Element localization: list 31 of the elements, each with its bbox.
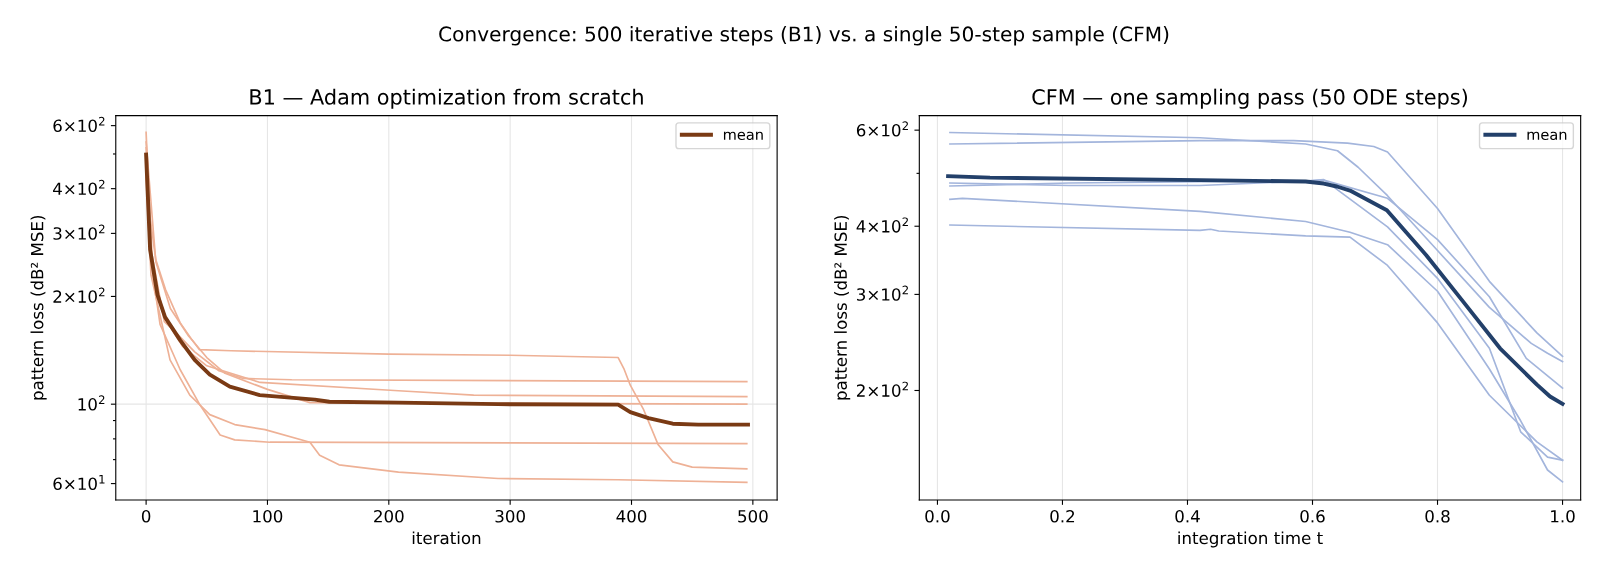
y-axis-title: pattern loss (dB² MSE) xyxy=(30,215,47,400)
y-tick-label: 3×10$^{2}$ xyxy=(857,285,908,301)
x-tick-label: 200 xyxy=(374,509,404,523)
x-axis-title: iteration xyxy=(412,531,481,545)
y-tick-label: 6×10$^{1}$ xyxy=(53,474,105,491)
text: Convergence: 500 iterative steps (B1) vs. a single 50-step sample (CFM) xyxy=(439,26,1169,46)
x-tick-label: 500 xyxy=(738,509,768,523)
legend-label: mean xyxy=(1527,131,1567,141)
chart-title: B1 — Adam optimization from scratch xyxy=(250,88,643,109)
y-tick-label: 10$^{2}$ xyxy=(78,395,105,411)
y-tick-label: 2×10$^{2}$ xyxy=(53,287,105,303)
y-tick-label: 2×10$^{2}$ xyxy=(856,381,908,397)
x-tick-label: 100 xyxy=(253,509,283,523)
x-tick-label: 1.0 xyxy=(1551,509,1575,523)
legend-label: mean xyxy=(723,131,763,141)
x-tick-label: 0.2 xyxy=(1050,509,1075,523)
x-tick-label: 0.0 xyxy=(925,509,950,523)
y-tick-label: 4×10$^{2}$ xyxy=(53,179,105,196)
y-tick-label: 6×10$^{2}$ xyxy=(856,121,908,137)
x-tick-label: 0.8 xyxy=(1425,509,1450,523)
x-tick-label: 0.6 xyxy=(1300,509,1325,523)
y-axis-title: pattern loss (dB² MSE) xyxy=(834,215,851,400)
chart-title: CFM — one sampling pass (50 ODE steps) xyxy=(1032,88,1467,109)
x-axis-title: integration time t xyxy=(1178,531,1323,548)
x-tick-label: 400 xyxy=(616,509,647,523)
y-tick-label: 4×10$^{2}$ xyxy=(856,217,908,233)
x-tick-label: 300 xyxy=(495,509,525,523)
y-tick-label: 6×10$^{2}$ xyxy=(53,116,105,133)
x-tick-label: 0.4 xyxy=(1175,509,1200,523)
x-tick-label: 0 xyxy=(141,509,151,523)
y-tick-label: 3×10$^{2}$ xyxy=(53,224,105,240)
